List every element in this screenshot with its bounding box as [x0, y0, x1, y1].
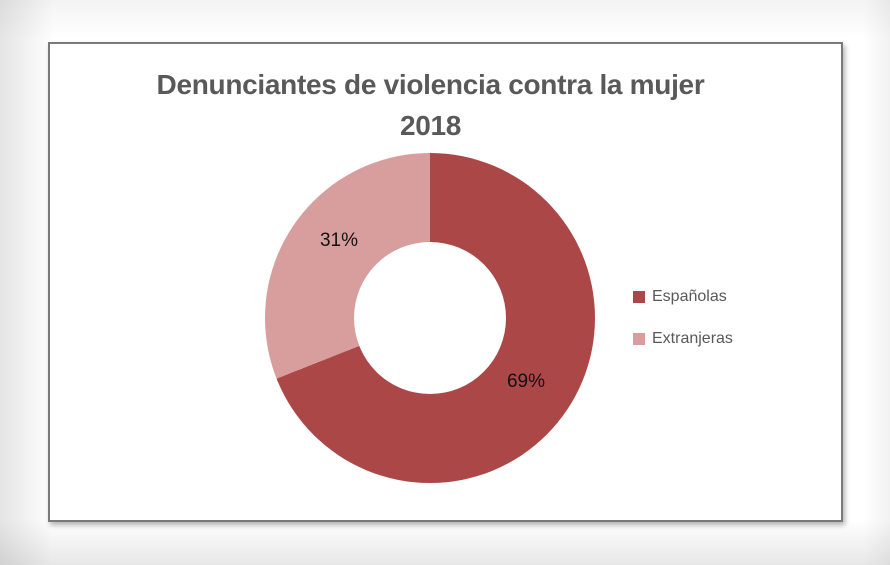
legend-item-extranjeras: Extranjeras [633, 330, 733, 348]
chart-frame: Denunciantes de violencia contra la muje… [48, 42, 843, 522]
chart-title-block: Denunciantes de violencia contra la muje… [50, 64, 841, 146]
data-label-extranjeras: 31% [319, 230, 359, 251]
legend-label-espanolas: Españolas [652, 288, 727, 305]
data-label-espanolas: 69% [506, 371, 546, 392]
legend: Españolas Extranjeras [633, 288, 733, 348]
chart-title: Denunciantes de violencia contra la muje… [156, 69, 705, 100]
legend-label-extranjeras: Extranjeras [652, 330, 733, 347]
donut-chart [265, 153, 595, 483]
legend-swatch-extranjeras-icon [633, 333, 645, 345]
legend-item-espanolas: Españolas [633, 288, 733, 306]
donut-hole [354, 242, 506, 394]
chart-subtitle: 2018 [399, 110, 462, 141]
legend-swatch-espanolas-icon [633, 291, 645, 303]
